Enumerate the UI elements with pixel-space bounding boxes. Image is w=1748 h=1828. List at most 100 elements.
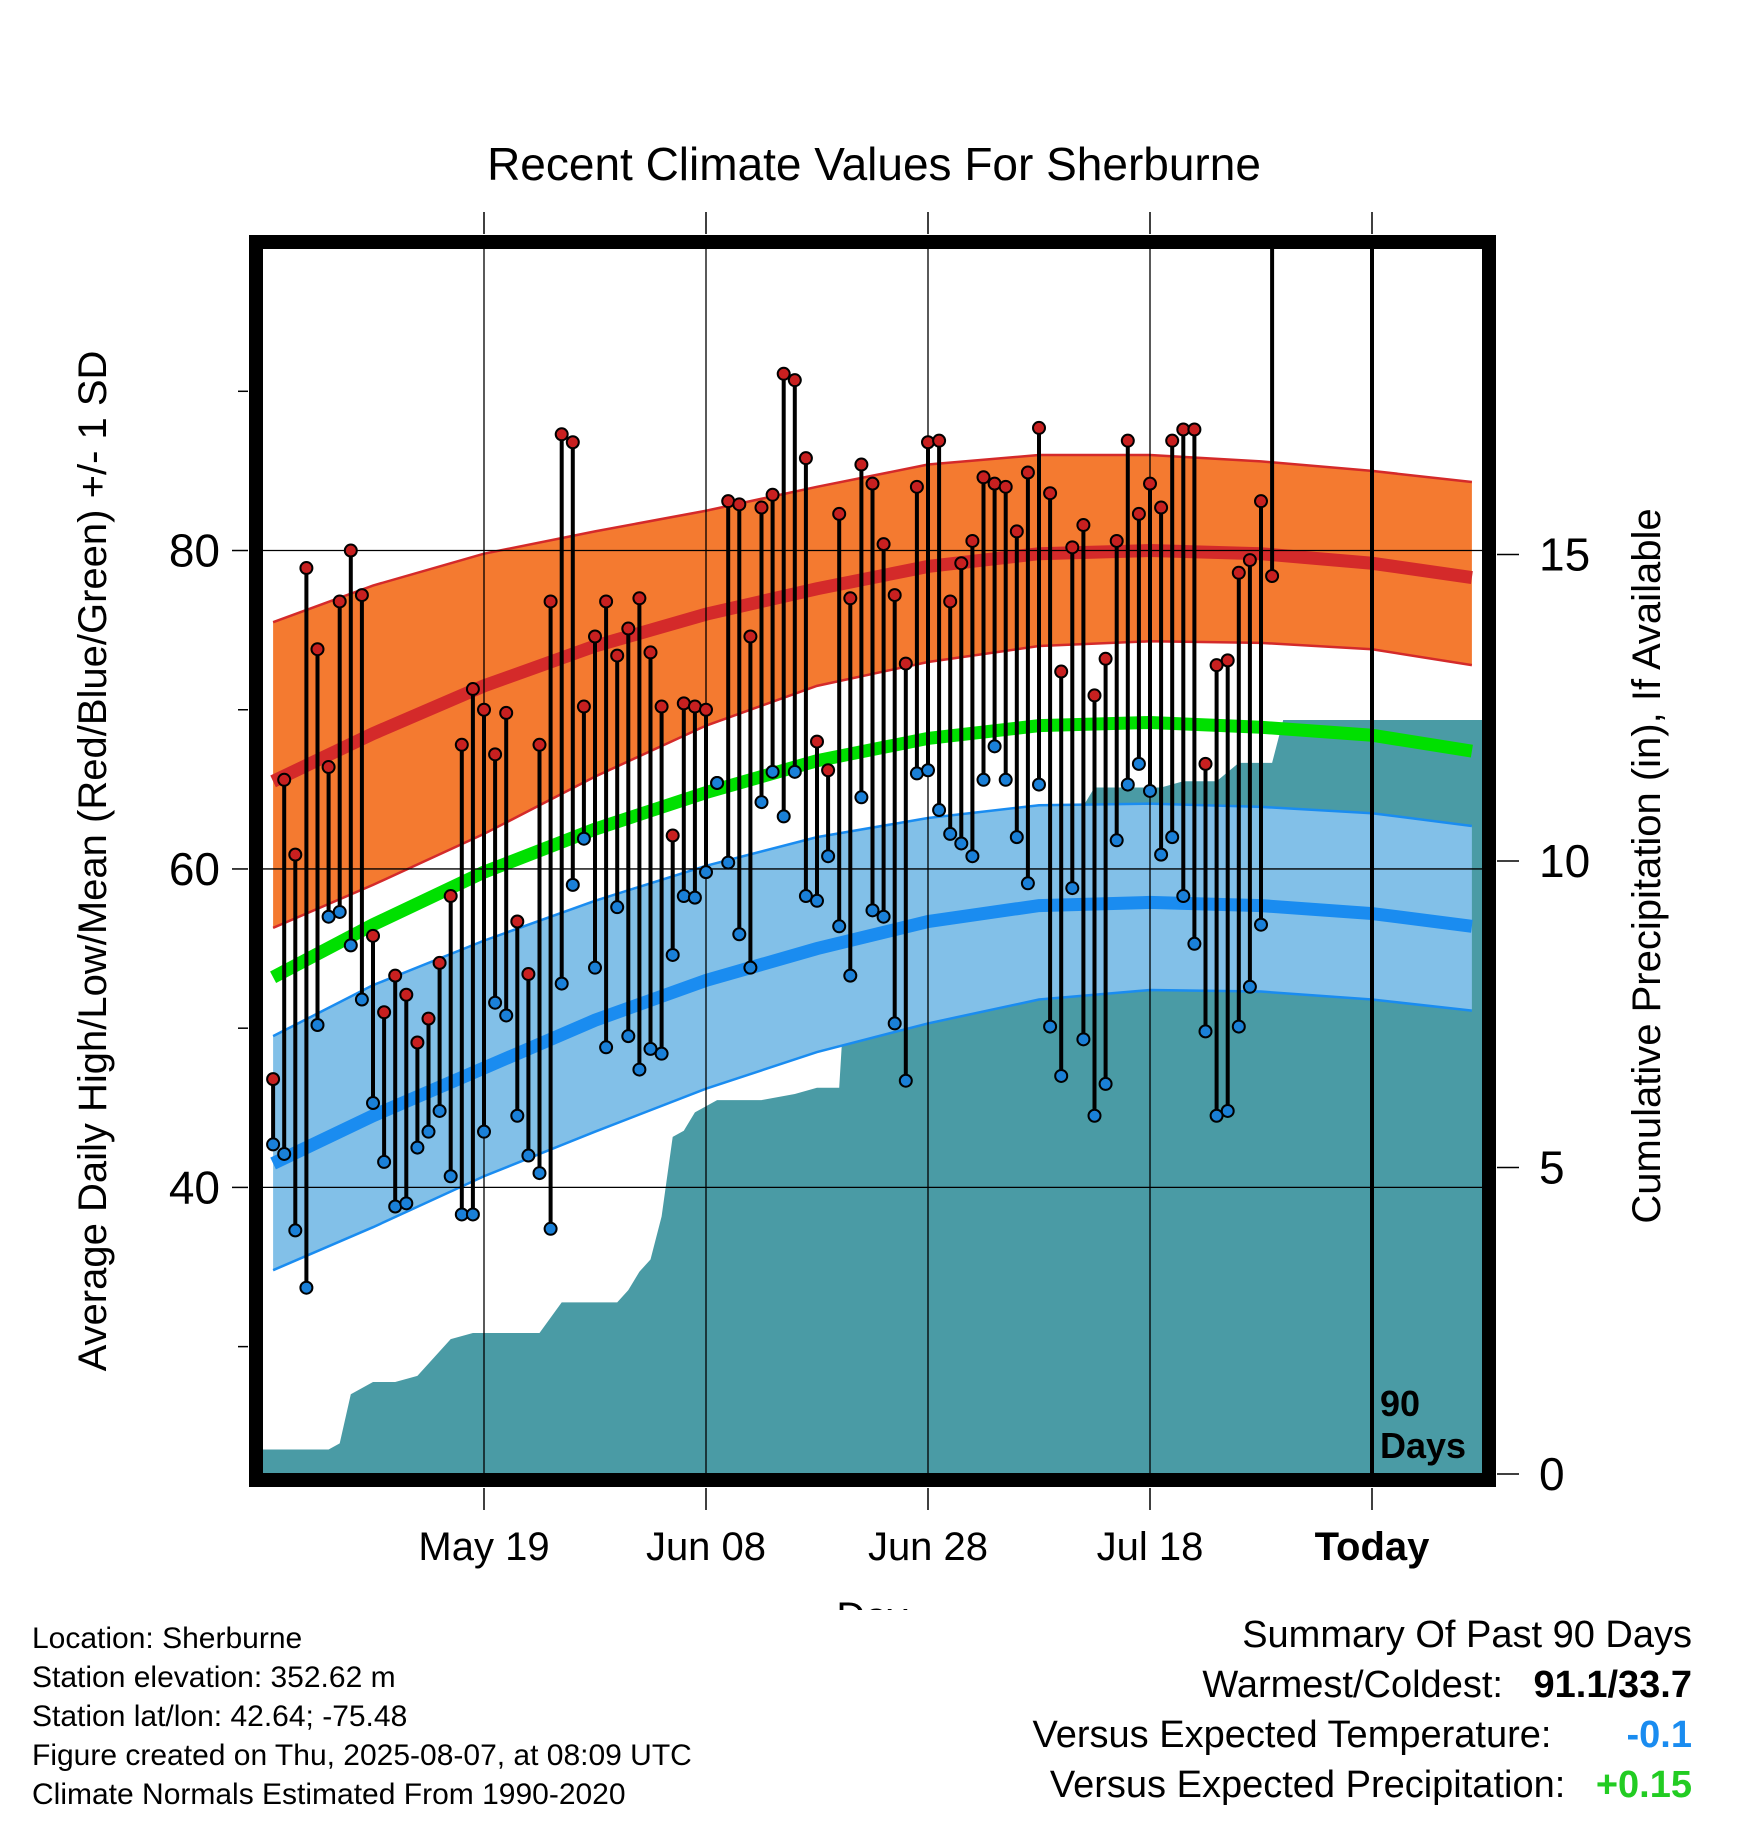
daily-low-point xyxy=(465,1207,480,1222)
summary-precip-value: +0.15 xyxy=(1595,1764,1692,1806)
daily-high-point xyxy=(310,642,325,657)
daily-high-point xyxy=(354,588,369,603)
summary-title: Summary Of Past 90 Days xyxy=(1242,1614,1692,1656)
info-created: Figure created on Thu, 2025-08-07, at 08… xyxy=(32,1739,692,1772)
daily-high-point xyxy=(699,702,713,717)
daily-high-point xyxy=(510,914,525,929)
daily-low-point xyxy=(687,890,702,905)
daily-high-point xyxy=(1098,651,1113,666)
daily-high-point xyxy=(765,487,780,502)
daily-high-point xyxy=(976,470,991,485)
daily-high-point xyxy=(998,479,1013,494)
daily-low-point xyxy=(932,803,947,818)
summary-precip-label: Versus Expected Precipitation: xyxy=(1049,1764,1566,1806)
daily-low-point xyxy=(665,947,680,962)
daily-low-point xyxy=(754,795,769,810)
daily-temperature-bars xyxy=(266,248,1280,1295)
daily-low-point xyxy=(943,826,958,841)
daily-low-point xyxy=(721,855,736,870)
x-axis-label: Day xyxy=(836,1595,907,1610)
daily-low-point xyxy=(343,938,358,953)
daily-high-point xyxy=(1043,486,1058,501)
x-tick-label: May 19 xyxy=(418,1525,549,1569)
daily-high-point xyxy=(776,366,791,381)
daily-high-point xyxy=(832,506,847,521)
daily-low-point xyxy=(1220,1103,1235,1118)
daily-high-point xyxy=(932,433,947,448)
daily-low-point xyxy=(876,909,891,924)
summary-warmest-value: 91.1/33.7 xyxy=(1533,1664,1692,1706)
daily-low-point xyxy=(954,836,969,851)
daily-low-point xyxy=(1154,847,1169,862)
daily-high-point xyxy=(388,968,403,983)
daily-high-point xyxy=(1231,565,1246,580)
daily-low-point xyxy=(1231,1019,1246,1034)
summary-temp-label: Versus Expected Temperature: xyxy=(1032,1714,1552,1756)
daily-low-point xyxy=(821,849,836,864)
info-location: Location: Sherburne xyxy=(32,1622,303,1655)
daily-high-point xyxy=(965,533,980,548)
daily-high-point xyxy=(1242,553,1257,568)
daily-low-point xyxy=(1254,917,1268,932)
daily-low-point xyxy=(1187,936,1202,951)
daily-low-point xyxy=(543,1221,558,1236)
daily-high-point xyxy=(343,543,358,558)
y2-tick-label: 0 xyxy=(1539,1448,1565,1500)
daily-low-point xyxy=(898,1073,913,1088)
daily-low-point xyxy=(299,1280,314,1295)
y-axis-label: Average Daily High/Low/Mean (Red/Blue/Gr… xyxy=(71,351,115,1372)
daily-low-point xyxy=(621,1029,636,1044)
daily-low-point xyxy=(565,877,580,892)
x-tick-label: Today xyxy=(1315,1525,1431,1569)
daily-high-point xyxy=(332,594,347,609)
daily-low-point xyxy=(277,1146,292,1161)
daily-low-point xyxy=(521,1148,536,1163)
daily-low-point xyxy=(1009,830,1024,845)
daily-low-point xyxy=(1242,979,1257,994)
daily-high-point xyxy=(576,699,591,714)
daily-high-point xyxy=(921,435,935,450)
daily-high-point xyxy=(1143,476,1157,491)
daily-low-point xyxy=(1109,833,1124,848)
daily-low-point xyxy=(443,1169,458,1184)
daily-high-point xyxy=(632,591,647,606)
daily-high-point xyxy=(1165,433,1180,448)
daily-high-point xyxy=(277,772,292,787)
y-tick-label: 40 xyxy=(169,1161,220,1213)
summary-precip-row: Versus Expected Precipitation: +0.15 xyxy=(1050,1764,1692,1807)
daily-low-point xyxy=(410,1140,425,1155)
daily-high-point xyxy=(1254,494,1268,509)
daily-low-point xyxy=(632,1062,647,1077)
daily-high-point xyxy=(399,987,414,1002)
daily-high-point xyxy=(1009,524,1024,539)
daily-high-point xyxy=(898,656,913,671)
daily-low-point xyxy=(1131,756,1146,771)
plot-border xyxy=(249,235,1496,1487)
daily-low-point xyxy=(1054,1068,1069,1083)
daily-high-point xyxy=(1109,533,1124,548)
period-marker-label-days: Days xyxy=(1380,1425,1466,1466)
daily-low-point xyxy=(921,763,935,778)
daily-high-point xyxy=(787,373,802,388)
daily-high-point xyxy=(854,457,869,472)
daily-high-point xyxy=(266,1072,281,1087)
y-tick-label: 80 xyxy=(169,525,220,577)
daily-high-point xyxy=(643,645,658,660)
daily-low-point xyxy=(865,903,880,918)
daily-low-point xyxy=(1165,830,1180,845)
daily-low-point xyxy=(654,1046,669,1061)
daily-high-point xyxy=(288,847,303,862)
daily-high-point xyxy=(1187,422,1202,437)
daily-high-point xyxy=(565,435,580,450)
daily-low-point xyxy=(699,865,713,880)
daily-low-point xyxy=(477,1124,491,1139)
daily-high-point xyxy=(554,427,569,442)
summary-temp-row: Versus Expected Temperature: -0.1 xyxy=(1033,1714,1692,1757)
high-sd-upper-line xyxy=(272,453,1473,624)
daily-low-point xyxy=(354,992,369,1007)
daily-low-point xyxy=(399,1196,414,1211)
daily-high-point xyxy=(421,1011,436,1026)
daily-high-point xyxy=(1265,568,1280,583)
daily-low-point xyxy=(810,893,824,908)
daily-high-point xyxy=(543,594,558,609)
